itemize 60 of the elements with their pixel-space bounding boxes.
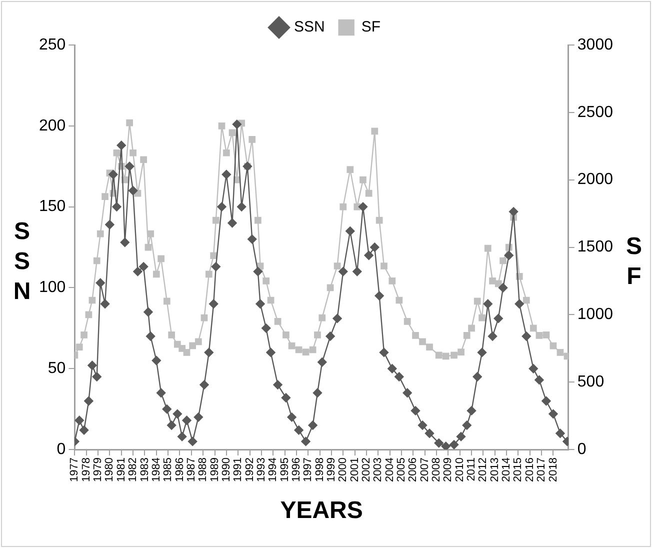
y2-axis-title: SF xyxy=(626,232,642,290)
legend-label: SF xyxy=(361,18,381,36)
x-tick-label: 1991 xyxy=(232,458,244,482)
x-tick-label: 1993 xyxy=(255,458,268,482)
legend-label: SSN xyxy=(294,18,325,36)
x-tick-label: 1982 xyxy=(127,458,140,482)
x-tick-label: 2006 xyxy=(407,458,420,482)
x-tick-label: 1992 xyxy=(244,458,256,482)
y-axis-title: SSN xyxy=(13,218,31,305)
x-tick-label: 1999 xyxy=(326,458,338,482)
x-tick-label: 1987 xyxy=(185,458,198,482)
x-tick-label: 2008 xyxy=(430,458,443,482)
y2-tick-label: 500 xyxy=(577,374,604,391)
x-tick-label: 1977 xyxy=(68,458,81,482)
x-tick-label: 1979 xyxy=(92,458,104,482)
x-tick-label: 2018 xyxy=(547,458,560,482)
x-tick-label: 1995 xyxy=(278,458,291,482)
x-tick-label: 2004 xyxy=(384,458,396,482)
x-tick-label: 1980 xyxy=(104,458,116,482)
y-tick-label: 50 xyxy=(48,360,66,378)
y2-tick-label: 1000 xyxy=(577,306,614,324)
x-tick-label: 1996 xyxy=(290,458,302,482)
y-tick-label: 0 xyxy=(56,440,66,458)
x-tick-label: 2000 xyxy=(337,458,350,482)
x-tick-label: 1986 xyxy=(174,458,186,482)
y-tick-label: 250 xyxy=(38,36,66,54)
x-tick-label: 2009 xyxy=(442,458,454,482)
x-tick-label: 2014 xyxy=(500,458,513,482)
x-tick-label: 1994 xyxy=(267,458,280,482)
y2-tick-label: 3000 xyxy=(577,36,614,54)
y-tick-label: 200 xyxy=(38,117,66,134)
y2-tick-label: 2000 xyxy=(577,171,614,188)
x-tick-label: 1984 xyxy=(150,458,162,482)
x-tick-label: 2013 xyxy=(488,458,501,482)
y2-tick-label: 2500 xyxy=(577,104,614,121)
y2-tick-label: 0 xyxy=(577,440,586,458)
x-tick-label: 2017 xyxy=(536,458,548,482)
x-tick-label: 2001 xyxy=(348,458,361,482)
y-tick-label: 150 xyxy=(38,198,66,216)
x-tick-label: 1981 xyxy=(115,458,128,482)
x-tick-label: 1997 xyxy=(302,458,314,482)
x-tick-label: 2010 xyxy=(454,458,466,482)
x-tick-label: 2007 xyxy=(418,458,431,482)
x-tick-label: 2002 xyxy=(360,458,373,482)
y2-tick-label: 1500 xyxy=(577,238,614,256)
y-tick-label: 100 xyxy=(38,279,66,296)
x-axis-title: YEARS xyxy=(280,497,363,524)
x-tick-label: 2011 xyxy=(466,458,478,482)
x-tick-label: 1989 xyxy=(208,458,221,482)
x-tick-label: 1998 xyxy=(314,458,326,482)
x-tick-label: 1985 xyxy=(162,458,174,482)
x-tick-label: 2005 xyxy=(396,458,408,482)
x-tick-label: 2012 xyxy=(477,458,490,482)
x-tick-label: 1988 xyxy=(197,458,210,482)
x-tick-label: 1978 xyxy=(80,458,92,482)
x-tick-label: 2015 xyxy=(512,458,524,482)
x-tick-label: 1990 xyxy=(220,458,232,482)
x-tick-label: 1983 xyxy=(138,458,151,482)
x-tick-label: 2016 xyxy=(524,458,536,482)
x-tick-label: 2003 xyxy=(372,458,384,482)
